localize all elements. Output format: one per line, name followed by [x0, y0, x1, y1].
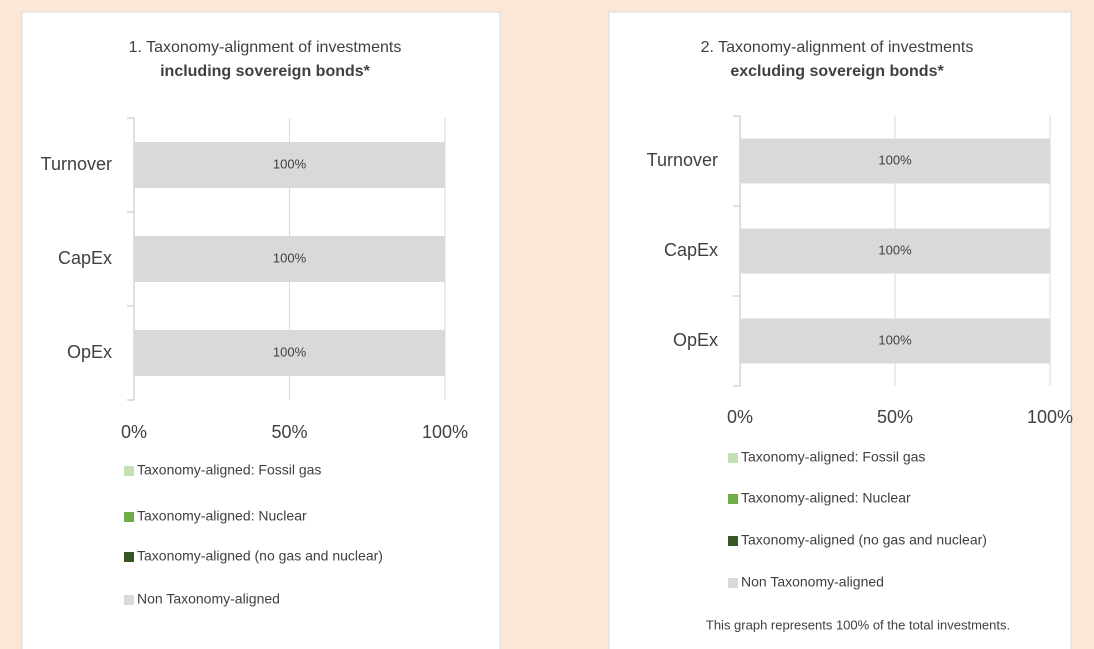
legend-swatch	[728, 453, 738, 463]
legend-swatch	[124, 595, 134, 605]
legend-label: Taxonomy-aligned: Nuclear	[741, 490, 911, 506]
y-tick-label: CapEx	[58, 248, 112, 268]
bar	[134, 142, 445, 188]
data-label: 100%	[878, 152, 912, 167]
legend-label: Taxonomy-aligned: Fossil gas	[741, 449, 925, 465]
legend-swatch	[728, 578, 738, 588]
legend-swatch	[124, 466, 134, 476]
x-tick-label: 50%	[271, 422, 307, 442]
bar	[740, 318, 1050, 364]
x-tick-label: 100%	[422, 422, 468, 442]
legend-label: Taxonomy-aligned: Nuclear	[137, 508, 307, 524]
data-label: 100%	[273, 156, 307, 171]
bar	[740, 228, 1050, 274]
data-label: 100%	[878, 332, 912, 347]
y-tick-label: Turnover	[647, 150, 718, 170]
data-label: 100%	[273, 344, 307, 359]
x-tick-label: 0%	[727, 407, 753, 427]
bar	[134, 236, 445, 282]
legend-label: Non Taxonomy-aligned	[137, 591, 280, 607]
chart-title: 2. Taxonomy-alignment of investments	[701, 39, 974, 56]
y-tick-label: OpEx	[673, 330, 718, 350]
legend-swatch	[728, 536, 738, 546]
legend-label: Taxonomy-aligned (no gas and nuclear)	[741, 532, 987, 548]
note: This graph represents 100% of the total …	[706, 617, 1010, 632]
x-tick-label: 0%	[121, 422, 147, 442]
data-label: 100%	[273, 250, 307, 265]
y-tick-label: Turnover	[41, 154, 112, 174]
legend-label: Non Taxonomy-aligned	[741, 574, 884, 590]
chart-subtitle: excluding sovereign bonds*	[730, 63, 944, 80]
y-tick-label: CapEx	[664, 240, 718, 260]
legend-label: Taxonomy-aligned (no gas and nuclear)	[137, 548, 383, 564]
bar	[134, 330, 445, 376]
legend-swatch	[728, 494, 738, 504]
legend-swatch	[124, 512, 134, 522]
legend-swatch	[124, 552, 134, 562]
bar	[740, 138, 1050, 184]
legend-label: Taxonomy-aligned: Fossil gas	[137, 462, 321, 478]
data-label: 100%	[878, 242, 912, 257]
y-tick-label: OpEx	[67, 342, 112, 362]
chart-title: 1. Taxonomy-alignment of investments	[129, 39, 402, 56]
x-tick-label: 100%	[1027, 407, 1073, 427]
chart-subtitle: including sovereign bonds*	[160, 63, 371, 80]
x-tick-label: 50%	[877, 407, 913, 427]
